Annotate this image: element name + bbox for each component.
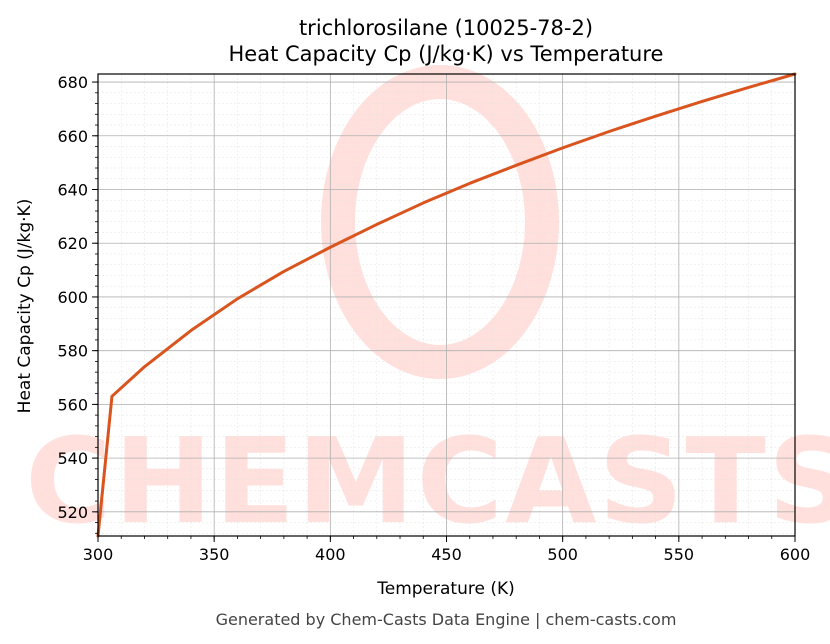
x-tick-label: 400 [315,545,346,564]
y-tick-label: 600 [57,288,88,307]
watermark-ring [321,65,559,379]
ticks-layer: 300 350 400 450 500 550 600 520 540 560 580 600 620 6… [57,73,810,564]
x-tick-label: 500 [547,545,578,564]
series-layer [96,72,797,538]
y-axis-label: Heat Capacity Cp (J/kg·K) [15,199,35,414]
x-tick-label: 600 [780,545,811,564]
chart-subtitle: Heat Capacity Cp (J/kg·K) vs Temperature [229,42,664,66]
x-tick-label: 300 [83,545,114,564]
x-tick-label: 450 [431,545,462,564]
x-axis-label: Temperature (K) [376,579,515,599]
y-tick-label: 580 [57,342,88,361]
y-tick-label: 520 [57,503,88,522]
chart-title: trichlorosilane (10025-78-2) [299,16,593,40]
x-tick-label: 550 [664,545,695,564]
x-tick-label: 350 [199,545,230,564]
y-tick-label: 540 [57,449,88,468]
watermark-text: CHEMCASTS [25,412,830,550]
y-tick-label: 660 [57,127,88,146]
footer-credit: Generated by Chem-Casts Data Engine | ch… [216,610,677,629]
y-tick-label: 640 [57,181,88,200]
y-tick-label: 680 [57,73,88,92]
y-tick-label: 560 [57,395,88,414]
y-tick-label: 620 [57,234,88,253]
